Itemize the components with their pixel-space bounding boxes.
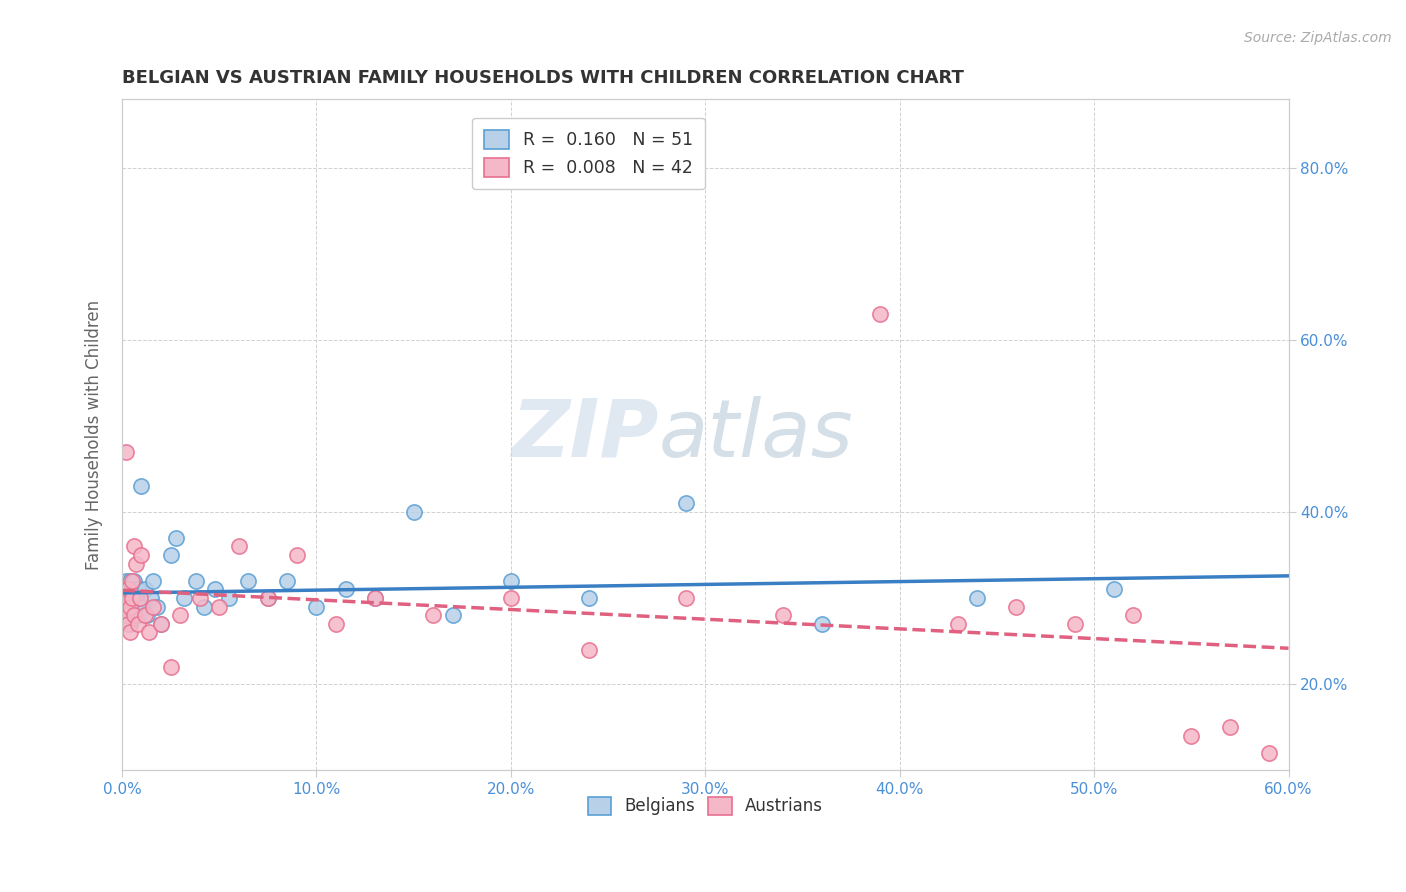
Text: ZIP: ZIP bbox=[512, 395, 658, 474]
Point bbox=[124, 599, 146, 614]
Point bbox=[115, 608, 138, 623]
Point bbox=[188, 591, 211, 605]
Point bbox=[305, 599, 328, 614]
Point bbox=[128, 591, 150, 605]
Point bbox=[218, 591, 240, 605]
Point bbox=[122, 540, 145, 554]
Y-axis label: Family Households with Children: Family Households with Children bbox=[86, 300, 103, 570]
Point bbox=[127, 582, 149, 597]
Point bbox=[173, 591, 195, 605]
Point bbox=[675, 591, 697, 605]
Point bbox=[115, 444, 138, 458]
Point bbox=[1063, 616, 1085, 631]
Point bbox=[127, 608, 149, 623]
Point bbox=[122, 608, 145, 623]
Point bbox=[121, 591, 143, 605]
Point bbox=[117, 582, 139, 597]
Point bbox=[138, 625, 160, 640]
Point bbox=[121, 591, 143, 605]
Point bbox=[122, 574, 145, 588]
Point bbox=[117, 582, 139, 597]
Text: atlas: atlas bbox=[658, 395, 853, 474]
Point bbox=[122, 608, 145, 623]
Point bbox=[141, 591, 163, 605]
Point bbox=[204, 582, 226, 597]
Point bbox=[149, 616, 172, 631]
Point bbox=[1180, 729, 1202, 743]
Point bbox=[121, 599, 143, 614]
Point bbox=[578, 642, 600, 657]
Point bbox=[149, 616, 172, 631]
Point bbox=[811, 616, 834, 631]
Point bbox=[335, 582, 357, 597]
Point bbox=[1005, 599, 1028, 614]
Text: Source: ZipAtlas.com: Source: ZipAtlas.com bbox=[1244, 31, 1392, 45]
Point bbox=[118, 591, 141, 605]
Point bbox=[115, 608, 138, 623]
Point bbox=[112, 582, 135, 597]
Point bbox=[112, 599, 135, 614]
Point bbox=[117, 591, 139, 605]
Point bbox=[146, 599, 169, 614]
Point bbox=[675, 496, 697, 510]
Point bbox=[118, 616, 141, 631]
Point bbox=[285, 548, 308, 562]
Point bbox=[276, 574, 298, 588]
Point bbox=[118, 608, 141, 623]
Point bbox=[142, 599, 165, 614]
Point bbox=[1219, 720, 1241, 734]
Point bbox=[166, 531, 188, 545]
Point bbox=[112, 591, 135, 605]
Text: BELGIAN VS AUSTRIAN FAMILY HOUSEHOLDS WITH CHILDREN CORRELATION CHART: BELGIAN VS AUSTRIAN FAMILY HOUSEHOLDS WI… bbox=[122, 69, 965, 87]
Point bbox=[946, 616, 969, 631]
Point bbox=[121, 574, 143, 588]
Point bbox=[159, 660, 181, 674]
Point bbox=[118, 625, 141, 640]
Point bbox=[159, 548, 181, 562]
Point bbox=[134, 608, 156, 623]
Point bbox=[121, 582, 143, 597]
Point bbox=[115, 591, 138, 605]
Point bbox=[1122, 608, 1144, 623]
Point bbox=[118, 574, 141, 588]
Point bbox=[257, 591, 280, 605]
Point bbox=[115, 574, 138, 588]
Point bbox=[228, 540, 250, 554]
Point bbox=[966, 591, 988, 605]
Legend: Belgians, Austrians: Belgians, Austrians bbox=[581, 790, 830, 822]
Point bbox=[193, 599, 215, 614]
Point bbox=[869, 307, 891, 321]
Point bbox=[772, 608, 794, 623]
Point bbox=[134, 582, 156, 597]
Point bbox=[499, 591, 522, 605]
Point bbox=[124, 591, 146, 605]
Point bbox=[184, 574, 207, 588]
Point bbox=[118, 599, 141, 614]
Point bbox=[117, 599, 139, 614]
Point bbox=[325, 616, 347, 631]
Point bbox=[1102, 582, 1125, 597]
Point bbox=[441, 608, 464, 623]
Point bbox=[499, 574, 522, 588]
Point bbox=[402, 505, 425, 519]
Point bbox=[117, 616, 139, 631]
Point bbox=[364, 591, 387, 605]
Point bbox=[124, 557, 146, 571]
Point bbox=[132, 599, 155, 614]
Point bbox=[364, 591, 387, 605]
Point bbox=[257, 591, 280, 605]
Point bbox=[1258, 746, 1281, 760]
Point bbox=[127, 616, 149, 631]
Point bbox=[112, 599, 135, 614]
Point bbox=[578, 591, 600, 605]
Point bbox=[142, 574, 165, 588]
Point bbox=[128, 591, 150, 605]
Point bbox=[131, 479, 153, 493]
Point bbox=[238, 574, 260, 588]
Point bbox=[131, 548, 153, 562]
Point bbox=[169, 608, 191, 623]
Point bbox=[208, 599, 231, 614]
Point bbox=[136, 608, 159, 623]
Point bbox=[422, 608, 444, 623]
